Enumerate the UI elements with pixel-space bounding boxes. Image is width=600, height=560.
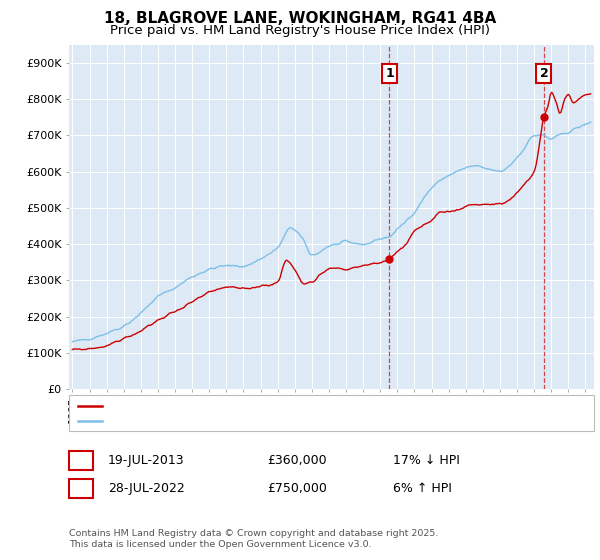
Text: 18, BLAGROVE LANE, WOKINGHAM, RG41 4BA (detached house): 18, BLAGROVE LANE, WOKINGHAM, RG41 4BA (…: [108, 399, 488, 412]
Text: 6% ↑ HPI: 6% ↑ HPI: [393, 482, 452, 495]
Text: Contains HM Land Registry data © Crown copyright and database right 2025.
This d: Contains HM Land Registry data © Crown c…: [69, 529, 439, 549]
Text: 2: 2: [539, 67, 548, 80]
Text: £360,000: £360,000: [267, 454, 326, 467]
Text: 19-JUL-2013: 19-JUL-2013: [108, 454, 185, 467]
Text: £750,000: £750,000: [267, 482, 327, 495]
Text: 17% ↓ HPI: 17% ↓ HPI: [393, 454, 460, 467]
Text: Price paid vs. HM Land Registry's House Price Index (HPI): Price paid vs. HM Land Registry's House …: [110, 24, 490, 37]
Text: 18, BLAGROVE LANE, WOKINGHAM, RG41 4BA: 18, BLAGROVE LANE, WOKINGHAM, RG41 4BA: [104, 11, 496, 26]
Text: 28-JUL-2022: 28-JUL-2022: [108, 482, 185, 495]
Text: 1: 1: [385, 67, 394, 80]
Text: HPI: Average price, detached house, Wokingham: HPI: Average price, detached house, Woki…: [108, 414, 396, 427]
Text: 1: 1: [77, 454, 85, 467]
Text: 2: 2: [77, 482, 85, 495]
